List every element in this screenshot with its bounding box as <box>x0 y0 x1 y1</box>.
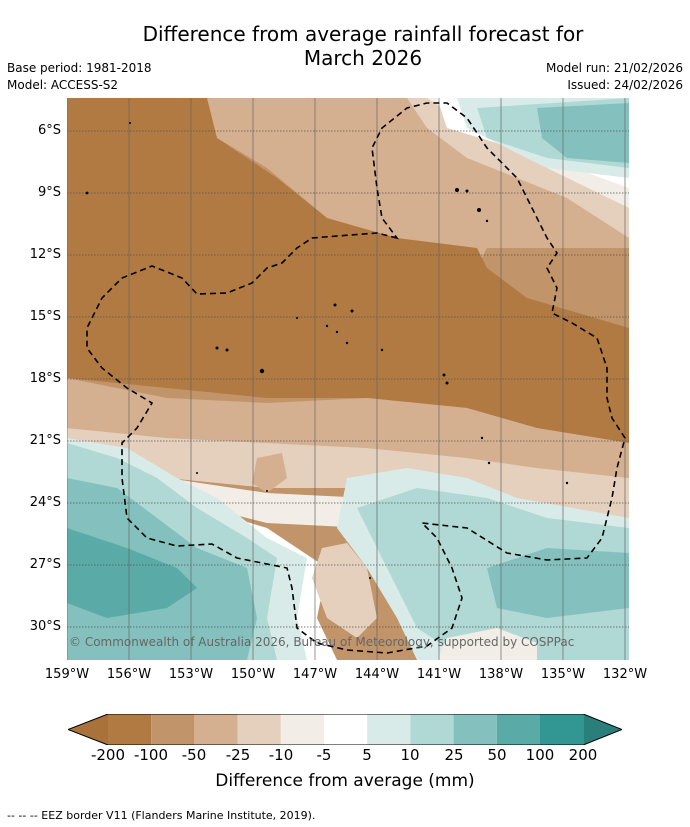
colorbar-swatch <box>108 714 152 745</box>
lat-label: 6°S <box>37 123 61 138</box>
lon-label: 150°W <box>230 667 276 682</box>
lat-label: 12°S <box>29 247 61 262</box>
lat-label: 15°S <box>29 309 61 324</box>
lon-label: 132°W <box>602 667 648 682</box>
region-dry-25-south <box>67 378 629 478</box>
colorbar-swatch <box>324 714 368 745</box>
colorbar-tick: 100 <box>525 746 555 764</box>
footnote: -- -- -- EEZ border V11 (Flanders Marine… <box>7 809 316 822</box>
colorbar-tick: -10 <box>268 746 294 764</box>
colorbar-tick: 25 <box>444 746 464 764</box>
colorbar-title: Difference from average (mm) <box>215 771 475 791</box>
lon-label: 138°W <box>478 667 524 682</box>
model-name: Model: ACCESS-S2 <box>7 78 119 92</box>
base-period: Base period: 1981-2018 <box>7 61 152 75</box>
region-wet-north-50 <box>537 103 629 163</box>
colorbar <box>68 714 622 745</box>
colorbar-swatch <box>280 714 324 745</box>
issued-date: Issued: 24/02/2026 <box>567 78 683 92</box>
lon-label: 141°W <box>416 667 462 682</box>
lon-label: 156°W <box>106 667 152 682</box>
islands <box>85 122 569 579</box>
region-dry-pocket-south <box>312 543 377 638</box>
colorbar-tick: -100 <box>133 746 169 764</box>
colorbar-tick: -25 <box>225 746 251 764</box>
copyright-text: © Commonwealth of Australia 2026, Bureau… <box>69 635 575 649</box>
region-dry-100 <box>67 98 629 448</box>
lat-label: 18°S <box>29 371 61 386</box>
lat-label: 9°S <box>37 185 61 200</box>
title-line-1: Difference from average rainfall forecas… <box>142 22 584 46</box>
lat-label: 30°S <box>29 619 61 634</box>
eez-border <box>86 102 626 654</box>
colorbar-swatch <box>410 714 454 745</box>
colorbar-swatch <box>367 714 411 745</box>
colorbar-swatch <box>453 714 497 745</box>
colorbar-tick: -200 <box>90 746 126 764</box>
colorbar-tick: 5 <box>362 746 372 764</box>
colorbar-tick: 200 <box>568 746 598 764</box>
meta-left: Base period: 1981-2018 Model: ACCESS-S2 <box>7 60 152 94</box>
lat-label: 21°S <box>29 433 61 448</box>
lat-label: 24°S <box>29 495 61 510</box>
colorbar-min-arrow <box>68 714 108 745</box>
lon-label: 153°W <box>168 667 214 682</box>
lat-label: 27°S <box>29 557 61 572</box>
lon-label: 135°W <box>540 667 586 682</box>
region-white-bottom <box>437 628 537 660</box>
region-dry-pocket-small <box>252 453 287 493</box>
colorbar-swatch <box>540 714 584 745</box>
colorbar-tick: 10 <box>400 746 420 764</box>
chart-title: Difference from average rainfall forecas… <box>0 22 690 70</box>
lon-label: 147°W <box>292 667 338 682</box>
region-wet-south-100 <box>67 528 197 618</box>
model-run: Model run: 21/02/2026 <box>545 61 683 75</box>
rainfall-map <box>67 98 629 660</box>
colorbar-swatch <box>237 714 281 745</box>
colorbar-swatch <box>151 714 195 745</box>
colorbar-swatch <box>496 714 540 745</box>
colorbar-tick: 50 <box>487 746 507 764</box>
colorbar-tick: -50 <box>181 746 207 764</box>
region-wet-se-50 <box>487 548 629 618</box>
colorbar-max-arrow <box>583 714 622 745</box>
title-line-2: March 2026 <box>303 46 423 70</box>
lon-gridlines <box>67 98 626 660</box>
meta-right: Model run: 21/02/2026 Issued: 24/02/2026 <box>546 60 683 94</box>
lat-gridlines <box>67 130 629 628</box>
colorbar-tick: -5 <box>316 746 332 764</box>
lon-label: 159°W <box>44 667 90 682</box>
colorbar-swatch <box>194 714 238 745</box>
lon-label: 144°W <box>354 667 400 682</box>
